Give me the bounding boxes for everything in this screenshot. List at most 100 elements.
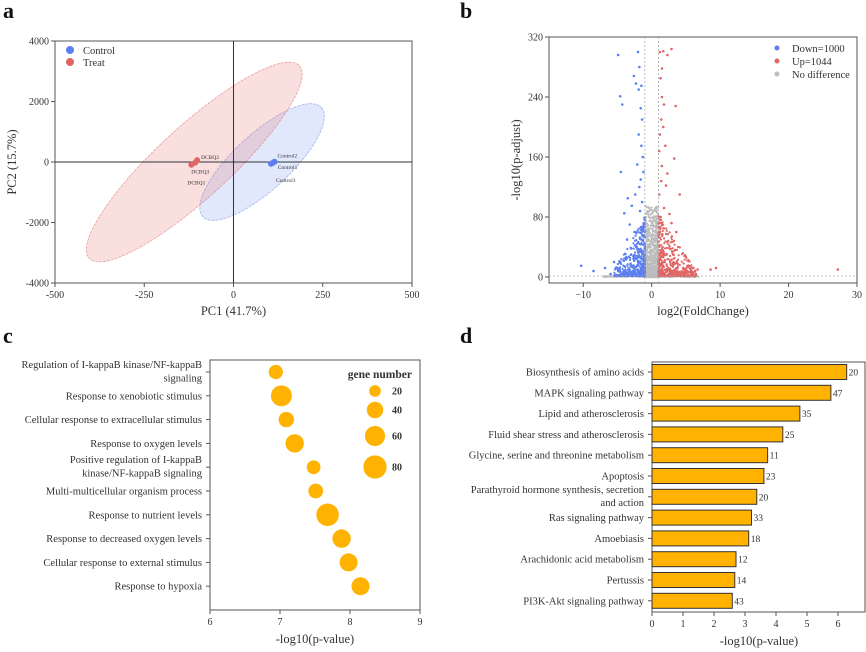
- point-up: [683, 268, 686, 271]
- point-down: [628, 258, 632, 262]
- point-no-difference: [655, 248, 658, 251]
- point-no-difference: [648, 231, 652, 235]
- legend-bubble: [369, 385, 381, 397]
- point-up: [673, 243, 676, 246]
- point-no-difference: [649, 220, 653, 223]
- point-up: [678, 263, 681, 266]
- point-up: [670, 269, 673, 272]
- point-no-difference: [648, 262, 652, 265]
- point-no-difference: [651, 232, 654, 236]
- point-up: [660, 259, 663, 262]
- point-down: [619, 170, 623, 174]
- point-down: [603, 266, 607, 270]
- point-up: [662, 125, 665, 129]
- point-down: [592, 269, 595, 273]
- x-tick-label: -250: [135, 290, 153, 301]
- point-down: [609, 272, 612, 276]
- category-label: Ras signaling pathway: [549, 513, 645, 524]
- point-no-difference: [650, 240, 653, 243]
- point-down: [639, 268, 643, 272]
- point-up: [658, 254, 661, 257]
- category-label-line: Regulation of I-kappaB kinase/NF-kappaB: [22, 360, 203, 371]
- point-up: [662, 272, 665, 276]
- point-up: [692, 270, 696, 274]
- point-up: [659, 227, 662, 230]
- point-down: [643, 218, 646, 221]
- legend-marker: [66, 46, 74, 54]
- point-up: [688, 270, 691, 273]
- category-label: Response to xenobiotic stimulus: [66, 391, 202, 402]
- point-up: [662, 49, 665, 53]
- point-up: [659, 215, 662, 219]
- x-tick-label: −10: [575, 290, 591, 301]
- point-down: [639, 106, 643, 110]
- point-down: [615, 266, 618, 270]
- panel-label-b: b: [460, 0, 472, 23]
- point-up: [674, 266, 678, 270]
- bar-value-label: 33: [754, 514, 764, 524]
- point-down: [616, 270, 620, 273]
- category-label: Parathyroid hormone synthesis, secretion…: [471, 485, 645, 509]
- point-up: [665, 227, 668, 230]
- point-no-difference: [650, 258, 653, 261]
- point-up: [660, 95, 664, 99]
- point-up: [664, 144, 667, 148]
- category-label: Response to nutrient levels: [89, 510, 202, 521]
- point-up: [660, 271, 663, 274]
- x-tick-label: 10: [715, 290, 725, 301]
- point-down: [635, 245, 638, 249]
- point-up: [714, 266, 718, 270]
- point-down: [622, 259, 625, 262]
- point-no-difference: [655, 215, 658, 218]
- point-no-difference: [655, 274, 658, 277]
- point-down: [637, 242, 641, 245]
- point-no-difference: [650, 256, 653, 259]
- bar-value-label: 25: [785, 431, 795, 441]
- point-up: [662, 206, 666, 210]
- point-no-difference: [647, 264, 650, 267]
- x-tick-label: 9: [418, 617, 423, 628]
- point-down: [636, 50, 640, 54]
- bubble: [351, 577, 370, 596]
- point-no-difference: [647, 213, 650, 216]
- category-label: Positive regulation of I-kappaB kinase/NF…: [70, 455, 203, 480]
- point-up: [668, 212, 671, 216]
- point-no-difference: [645, 211, 648, 214]
- point-up: [671, 274, 674, 278]
- point-no-difference: [651, 221, 654, 224]
- point-down: [636, 250, 640, 253]
- point-down: [624, 265, 627, 268]
- point-down: [621, 267, 624, 270]
- point-up: [665, 253, 669, 256]
- point-up: [675, 259, 678, 263]
- category-label-line: Fluid shear stress and atherosclerosis: [488, 430, 644, 441]
- point-no-difference: [649, 242, 652, 246]
- point-down: [643, 231, 646, 234]
- point-up: [690, 268, 693, 272]
- point-down: [637, 88, 640, 91]
- point-up: [672, 269, 675, 272]
- point-up: [658, 133, 662, 136]
- point-no-difference: [654, 226, 657, 229]
- category-label-line: MAPK signaling pathway: [534, 388, 644, 399]
- point-no-difference: [652, 267, 655, 271]
- point-up: [666, 258, 669, 261]
- category-label-line: Response to hypoxia: [115, 582, 203, 593]
- legend-marker: [774, 71, 780, 77]
- point-down: [643, 254, 646, 257]
- category-label: Cellular response to external stimulus: [43, 558, 202, 569]
- x-axis-label: -log10(p-value): [276, 632, 354, 646]
- point-no-difference: [655, 230, 659, 233]
- point-up: [660, 218, 663, 222]
- category-label-line: Response to nutrient levels: [89, 510, 202, 521]
- category-label-line: PI3K-Akt signaling pathway: [523, 596, 644, 607]
- bubble: [278, 411, 294, 428]
- point-down: [622, 264, 625, 267]
- point-down: [639, 178, 643, 181]
- point-down: [633, 230, 636, 234]
- point-up: [672, 239, 676, 242]
- point-up: [657, 226, 660, 229]
- bar-value-label: 12: [738, 556, 748, 566]
- y-tick-label: 80: [533, 213, 543, 224]
